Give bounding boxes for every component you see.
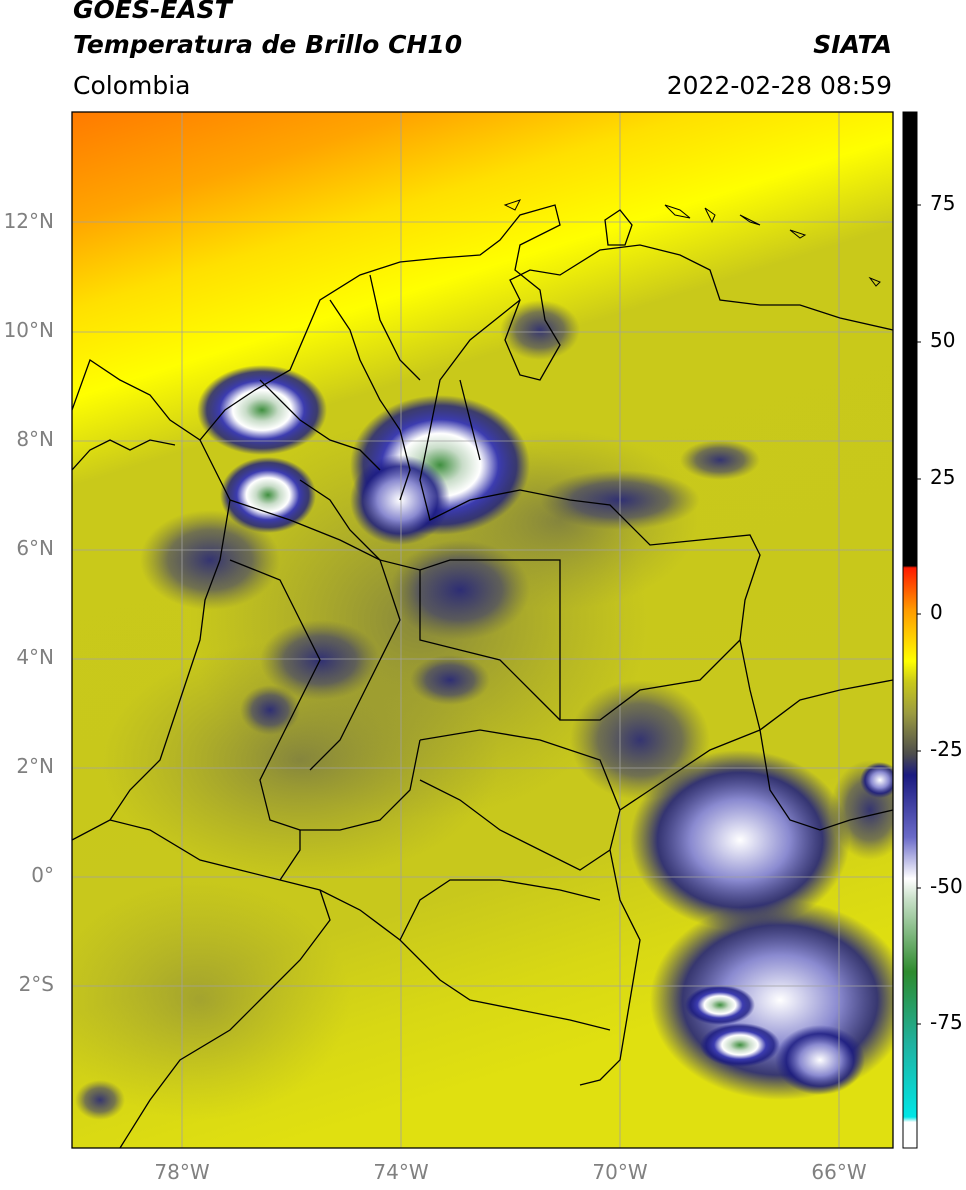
region-label: Colombia: [73, 71, 191, 100]
lat-tick: 8°N: [16, 427, 54, 451]
borders: [72, 204, 893, 1148]
lat-tick: 6°N: [16, 536, 54, 560]
lon-tick: 70°W: [592, 1160, 648, 1184]
colorbar-label: 0: [930, 600, 943, 624]
colorbar-label: 75: [930, 191, 956, 215]
plot-frame: [71, 111, 894, 1149]
title-line1: GOES-EAST: [73, 0, 232, 24]
lat-tick: 0°: [31, 863, 54, 887]
colorbar-label: -25: [930, 737, 963, 761]
lat-tick: 2°S: [18, 972, 54, 996]
timestamp: 2022-02-28 08:59: [666, 71, 892, 100]
lon-tick: 74°W: [373, 1160, 429, 1184]
lat-tick: 10°N: [3, 318, 54, 342]
lat-tick: 4°N: [16, 645, 54, 669]
lat-tick: 12°N: [3, 209, 54, 233]
colorbar-ticks: [917, 204, 921, 1025]
colorbar-label: -50: [930, 874, 963, 898]
colorbar-label: 50: [930, 328, 956, 352]
lat-tick: 2°N: [16, 754, 54, 778]
graticule: [72, 112, 893, 1148]
title-line2: Temperatura de Brillo CH10: [73, 30, 463, 59]
colorbar: [902, 111, 918, 1149]
colorbar-label: -75: [930, 1010, 963, 1034]
lon-tick: 66°W: [811, 1160, 867, 1184]
lon-tick: 78°W: [154, 1160, 210, 1184]
agency-label: SIATA: [813, 30, 892, 59]
colorbar-label: 25: [930, 465, 956, 489]
